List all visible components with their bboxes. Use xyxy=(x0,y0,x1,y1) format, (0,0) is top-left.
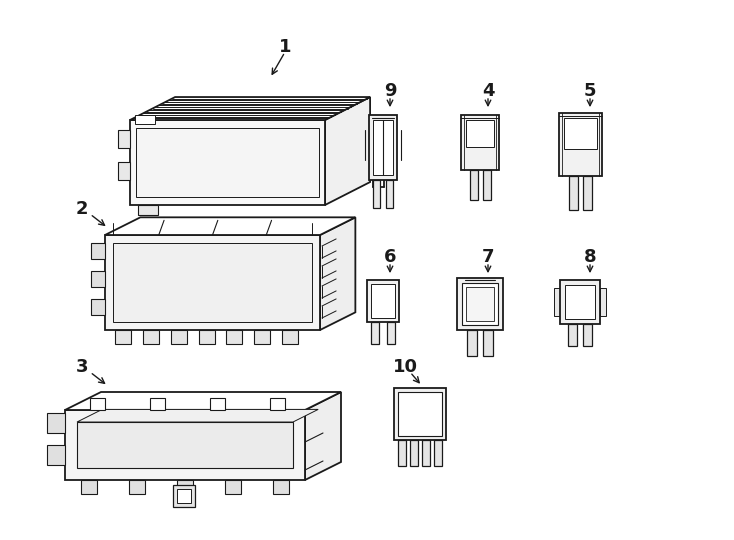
Polygon shape xyxy=(583,324,592,346)
Polygon shape xyxy=(398,392,442,436)
Text: 7: 7 xyxy=(482,248,494,266)
Text: 1: 1 xyxy=(279,38,291,56)
Polygon shape xyxy=(134,114,155,124)
Polygon shape xyxy=(91,243,105,259)
Polygon shape xyxy=(565,285,595,319)
Polygon shape xyxy=(282,330,298,344)
Text: 3: 3 xyxy=(76,358,88,376)
Polygon shape xyxy=(150,398,165,410)
Polygon shape xyxy=(457,278,503,330)
Polygon shape xyxy=(470,170,478,200)
Polygon shape xyxy=(225,480,241,494)
Polygon shape xyxy=(173,485,195,507)
Polygon shape xyxy=(462,283,498,325)
Polygon shape xyxy=(422,440,430,466)
Polygon shape xyxy=(483,170,491,200)
Polygon shape xyxy=(177,489,191,503)
Polygon shape xyxy=(369,115,397,180)
Polygon shape xyxy=(387,322,395,344)
Polygon shape xyxy=(130,120,325,205)
Text: 6: 6 xyxy=(384,248,396,266)
Polygon shape xyxy=(270,398,285,410)
Polygon shape xyxy=(386,180,393,208)
Polygon shape xyxy=(367,280,399,322)
Polygon shape xyxy=(467,330,477,356)
Text: 10: 10 xyxy=(393,358,418,376)
Polygon shape xyxy=(136,128,319,197)
Polygon shape xyxy=(273,480,289,494)
Polygon shape xyxy=(115,330,131,344)
Polygon shape xyxy=(466,287,494,321)
Polygon shape xyxy=(90,398,105,410)
Polygon shape xyxy=(105,217,355,235)
Text: 2: 2 xyxy=(76,200,88,218)
Polygon shape xyxy=(410,440,418,466)
Polygon shape xyxy=(559,113,602,176)
Polygon shape xyxy=(47,413,65,433)
Polygon shape xyxy=(569,176,578,210)
Polygon shape xyxy=(600,288,606,316)
Polygon shape xyxy=(199,330,214,344)
Text: 8: 8 xyxy=(584,248,596,266)
Polygon shape xyxy=(373,180,380,208)
Polygon shape xyxy=(560,280,600,324)
Polygon shape xyxy=(398,440,406,466)
Polygon shape xyxy=(461,115,499,170)
Text: 4: 4 xyxy=(482,82,494,100)
Text: 9: 9 xyxy=(384,82,396,100)
Polygon shape xyxy=(568,324,577,346)
Polygon shape xyxy=(434,440,442,466)
Polygon shape xyxy=(564,118,597,149)
Polygon shape xyxy=(583,176,592,210)
Polygon shape xyxy=(171,330,186,344)
Polygon shape xyxy=(325,97,370,205)
Polygon shape xyxy=(254,330,270,344)
Polygon shape xyxy=(305,392,341,480)
Polygon shape xyxy=(47,445,65,465)
Polygon shape xyxy=(394,388,446,440)
Polygon shape xyxy=(373,120,393,175)
Polygon shape xyxy=(118,162,130,180)
Polygon shape xyxy=(77,422,293,468)
Polygon shape xyxy=(226,330,242,344)
Polygon shape xyxy=(483,330,493,356)
Polygon shape xyxy=(320,217,355,330)
Text: 5: 5 xyxy=(584,82,596,100)
Polygon shape xyxy=(91,299,105,315)
Polygon shape xyxy=(177,480,193,494)
Polygon shape xyxy=(371,322,379,344)
Polygon shape xyxy=(113,243,312,322)
Polygon shape xyxy=(554,288,560,316)
Polygon shape xyxy=(65,392,341,410)
Polygon shape xyxy=(91,271,105,287)
Polygon shape xyxy=(143,330,159,344)
Polygon shape xyxy=(210,398,225,410)
Polygon shape xyxy=(81,480,97,494)
Polygon shape xyxy=(466,120,494,147)
Polygon shape xyxy=(118,130,130,148)
Polygon shape xyxy=(65,410,305,480)
Polygon shape xyxy=(105,235,320,330)
Polygon shape xyxy=(129,480,145,494)
Polygon shape xyxy=(130,97,370,120)
Polygon shape xyxy=(77,409,319,422)
Polygon shape xyxy=(371,284,395,318)
Polygon shape xyxy=(138,205,158,215)
